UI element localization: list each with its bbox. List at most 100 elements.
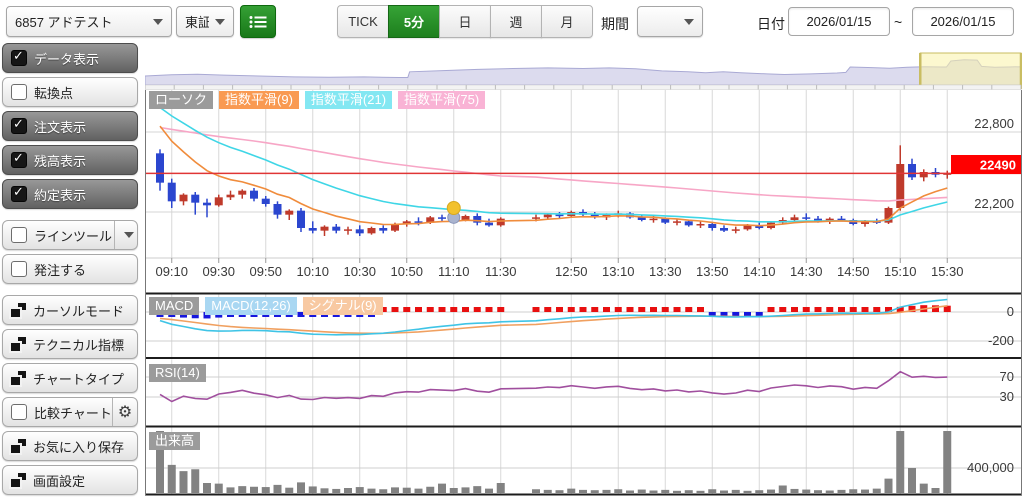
- windows-icon: [11, 337, 26, 351]
- gear-icon: ⚙: [117, 404, 133, 421]
- sidebar: データ表示 転換点 注文表示 残高表示 約定表示 ラインツール 発注する カーソ…: [2, 43, 142, 499]
- date-to-input[interactable]: [912, 7, 1014, 36]
- button-label: 画面設定: [33, 473, 86, 489]
- comparison-chart-button[interactable]: 比較チャート ⚙: [2, 397, 138, 427]
- x-tick-label: 15:30: [931, 264, 964, 279]
- symbol-select[interactable]: 6857 アドテスト: [6, 6, 172, 37]
- navigator-track[interactable]: [145, 84, 1022, 90]
- x-tick-label: 13:50: [696, 264, 729, 279]
- y-axis-label: -200: [988, 333, 1014, 348]
- execution-marker: [446, 201, 461, 224]
- cursor-mode-button[interactable]: カーソルモード: [2, 295, 138, 325]
- x-tick-label: 15:10: [884, 264, 917, 279]
- interval-tick-button[interactable]: TICK: [337, 5, 389, 38]
- y-axis-labels: 22,800 22,200 0 -200 70 30 400,000: [967, 116, 1014, 475]
- x-tick-label: 14:50: [837, 264, 870, 279]
- y-axis-label: 70: [1000, 369, 1014, 384]
- exchange-select-value: 東証: [185, 15, 209, 30]
- moving-averages: [159, 106, 948, 227]
- chart-canvas[interactable]: 22490 09:10 09:30 09:50 10:10 10:30 10:50 11:10…: [145, 48, 1022, 499]
- current-price-badge: 22490: [951, 155, 1021, 174]
- interval-button-group: TICK 5分 日 週 月: [337, 5, 593, 38]
- toggle-label: データ表示: [34, 51, 100, 67]
- toggle-order-display[interactable]: 注文表示: [2, 111, 138, 141]
- x-tick-label: 11:30: [485, 264, 517, 279]
- date-range-separator: ~: [894, 14, 903, 30]
- panel-borders: [145, 90, 1022, 496]
- save-favorite-button[interactable]: お気に入り保存: [2, 431, 138, 461]
- y-axis-label: 0: [1007, 304, 1014, 319]
- y-axis-label: 400,000: [967, 460, 1014, 475]
- x-tick-label: 12:50: [555, 264, 588, 279]
- toggle-data-display[interactable]: データ表示: [2, 43, 138, 73]
- checkbox-checked-icon: [11, 150, 27, 168]
- x-tick-label: 10:30: [343, 264, 376, 279]
- button-label: お気に入り保存: [33, 439, 125, 455]
- candlesticks: [156, 145, 952, 236]
- period-label: 期間: [601, 16, 629, 32]
- chevron-down-icon: [153, 18, 163, 25]
- button-label: チャートタイプ: [33, 371, 124, 387]
- y-axis-label: 22,800: [974, 116, 1014, 131]
- toggle-turning-point[interactable]: 転換点: [2, 77, 138, 107]
- checkbox-icon: [11, 227, 27, 243]
- checkbox-checked-icon: [11, 48, 27, 66]
- checkbox-icon: [11, 84, 27, 100]
- comparison-settings[interactable]: ⚙: [112, 398, 137, 426]
- button-label: テクニカル指標: [33, 337, 125, 353]
- checkbox-icon: [11, 261, 27, 277]
- toggle-label: 発注する: [34, 262, 87, 278]
- chart-type-button[interactable]: チャートタイプ: [2, 363, 138, 393]
- x-tick-label: 11:10: [438, 264, 470, 279]
- x-tick-label: 13:30: [649, 264, 682, 279]
- chevron-down-icon: [124, 232, 134, 238]
- macd-panel: [156, 298, 951, 336]
- chevron-down-icon: [684, 18, 694, 25]
- technical-indicator-button[interactable]: テクニカル指標: [2, 329, 138, 359]
- interval-day-button[interactable]: 日: [439, 5, 491, 38]
- svg-text:22490: 22490: [980, 158, 1016, 173]
- toggle-label: 注文表示: [34, 119, 87, 135]
- toggle-label: ラインツール: [34, 228, 113, 244]
- checkbox-checked-icon: [11, 184, 27, 202]
- chevron-down-icon: [215, 18, 225, 25]
- navigator-strip: [145, 59, 1022, 86]
- y-axis-label: 30: [1000, 389, 1014, 404]
- screen-settings-button[interactable]: 画面設定: [2, 465, 138, 495]
- interval-week-button[interactable]: 週: [490, 5, 542, 38]
- toggle-balance-display[interactable]: 残高表示: [2, 145, 138, 175]
- period-select[interactable]: [637, 6, 703, 37]
- gridlines: [145, 90, 1021, 494]
- topbar: 6857 アドテスト 東証 TICK 5分 日 週 月 期間 日付: [0, 0, 1024, 46]
- rsi-panel: [159, 370, 948, 403]
- navigator-selection[interactable]: [919, 52, 1022, 90]
- place-order-button[interactable]: 発注する: [2, 254, 138, 284]
- windows-icon: [11, 439, 26, 453]
- symbol-list-button[interactable]: [240, 5, 276, 38]
- exchange-select[interactable]: 東証: [176, 6, 234, 37]
- date-label: 日付: [757, 16, 785, 32]
- button-label: カーソルモード: [33, 303, 125, 319]
- checkbox-icon: [11, 404, 27, 420]
- chart-svg[interactable]: 22490 09:10 09:30 09:50 10:10 10:30 10:50 11:10…: [145, 48, 1022, 499]
- x-tick-label: 14:30: [790, 264, 823, 279]
- interval-month-button[interactable]: 月: [541, 5, 593, 38]
- line-tool-dropdown[interactable]: [114, 221, 137, 249]
- date-from-input[interactable]: [788, 7, 890, 36]
- x-tick-label: 14:10: [743, 264, 776, 279]
- x-tick-label: 10:50: [390, 264, 423, 279]
- symbol-select-value: 6857 アドテスト: [15, 15, 113, 30]
- line-tool-button[interactable]: ラインツール: [2, 220, 138, 250]
- x-tick-label: 09:10: [155, 264, 188, 279]
- toggle-execution-display[interactable]: 約定表示: [2, 179, 138, 209]
- x-tick-label: 13:10: [602, 264, 635, 279]
- checkbox-checked-icon: [11, 116, 27, 134]
- list-icon: [249, 15, 267, 28]
- interval-5min-button[interactable]: 5分: [388, 5, 440, 38]
- windows-icon: [11, 371, 26, 385]
- x-tick-label: 09:50: [249, 264, 282, 279]
- y-axis-label: 22,200: [974, 196, 1014, 211]
- x-axis: 09:10 09:30 09:50 10:10 10:30 10:50 11:10 11:30…: [155, 258, 964, 279]
- toggle-label: 残高表示: [34, 153, 87, 169]
